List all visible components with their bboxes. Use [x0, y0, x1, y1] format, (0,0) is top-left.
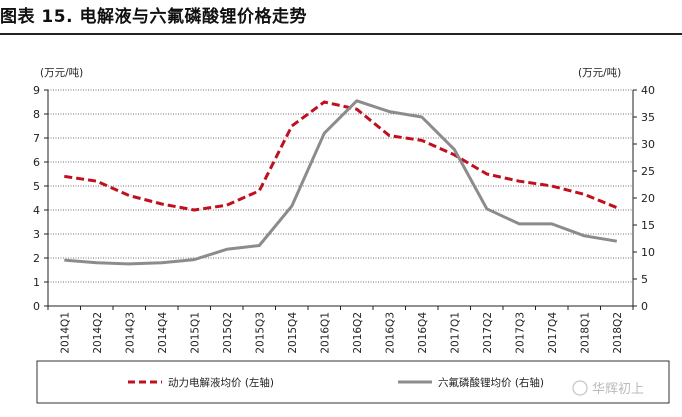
data-point	[63, 259, 65, 261]
data-point	[128, 263, 130, 265]
left-tick-label: 4	[33, 204, 40, 217]
x-tick-label: 2015Q4	[287, 312, 299, 354]
right-tick-label: 35	[641, 111, 655, 124]
left-tick-label: 2	[33, 252, 40, 265]
data-point	[291, 205, 293, 207]
data-point	[518, 223, 520, 225]
series-line-lipf6	[64, 99, 618, 266]
data-point	[258, 244, 260, 246]
data-point	[161, 203, 163, 205]
right-tick-label: 10	[641, 246, 655, 259]
data-point	[616, 206, 618, 208]
data-point	[388, 110, 390, 112]
data-point	[356, 108, 358, 110]
data-point	[551, 223, 553, 225]
x-tick-label: 2014Q4	[157, 312, 169, 354]
right-tick-label: 30	[641, 138, 655, 151]
x-axis-ticks: 2014Q1 2014Q2 2014Q3 2014Q4 2015Q1 2015Q2 2015…	[47, 306, 634, 354]
x-tick-label: 2017Q1	[449, 312, 461, 354]
data-point	[291, 125, 293, 127]
left-tick-label: 0	[33, 300, 40, 313]
data-point	[388, 134, 390, 136]
left-tick-label: 6	[33, 156, 40, 169]
right-tick-label: 20	[641, 192, 655, 205]
left-tick-label: 5	[33, 180, 40, 193]
data-point	[193, 209, 195, 211]
x-tick-label: 2016Q4	[417, 312, 429, 354]
data-point	[323, 101, 325, 103]
data-point	[583, 235, 585, 237]
data-point	[551, 185, 553, 187]
right-tick-label: 25	[641, 165, 655, 178]
data-point	[161, 262, 163, 264]
watermark: 华辉初上	[572, 380, 644, 397]
x-tick-label: 2017Q3	[514, 312, 526, 354]
x-tick-label: 2015Q3	[254, 312, 266, 354]
x-tick-label: 2014Q2	[92, 312, 104, 354]
data-point	[258, 190, 260, 192]
left-tick-label: 8	[33, 108, 40, 121]
x-tick-label: 2014Q3	[124, 312, 136, 354]
x-tick-label: 2014Q1	[59, 312, 71, 354]
x-tick-label: 2018Q1	[579, 312, 591, 354]
left-tick-label: 1	[33, 276, 40, 289]
data-point	[63, 175, 65, 177]
x-tick-label: 2018Q2	[612, 312, 624, 354]
data-point	[583, 193, 585, 195]
chart-title: 图表 15. 电解液与六氟磷酸锂价格走势	[0, 7, 307, 27]
right-tick-label: 40	[641, 84, 655, 97]
right-axis-unit: (万元/吨)	[578, 66, 621, 79]
series-lines	[63, 99, 618, 266]
data-point	[323, 132, 325, 134]
x-tick-label: 2015Q1	[189, 312, 201, 354]
x-tick-label: 2017Q4	[547, 312, 559, 354]
legend-label-lipf6: 六氟磷酸锂均价 (右轴)	[438, 376, 544, 389]
data-point	[518, 180, 520, 182]
left-axis-ticks: 0 1 2 3 4 5 6 7 8 9	[33, 84, 48, 313]
data-point	[128, 194, 130, 196]
data-point	[226, 204, 228, 206]
right-tick-label: 15	[641, 219, 655, 232]
x-tick-label: 2016Q1	[319, 312, 331, 354]
data-point	[453, 148, 455, 150]
title-underline	[0, 33, 682, 35]
wechat-icon	[572, 380, 588, 396]
data-point	[486, 208, 488, 210]
data-point	[356, 100, 358, 102]
watermark-text: 华辉初上	[592, 382, 644, 397]
series-line-electrolyte	[64, 100, 618, 212]
x-tick-label: 2016Q2	[352, 312, 364, 354]
legend-box	[36, 360, 670, 404]
x-tick-label: 2016Q3	[384, 312, 396, 354]
right-axis-ticks: 0 5 10 15 20 25 30 35 40	[633, 84, 655, 313]
left-axis-unit: (万元/吨)	[40, 66, 83, 79]
data-point	[96, 262, 98, 264]
x-tick-label: 2015Q2	[222, 312, 234, 354]
data-point	[616, 240, 618, 242]
left-tick-label: 7	[33, 132, 40, 145]
left-tick-label: 3	[33, 228, 40, 241]
left-tick-label: 9	[33, 84, 40, 97]
data-point	[486, 173, 488, 175]
right-tick-label: 5	[641, 273, 648, 286]
x-tick-label: 2017Q2	[482, 312, 494, 354]
gridlines	[48, 89, 633, 283]
data-point	[421, 116, 423, 118]
legend-label-electrolyte: 动力电解液均价 (左轴)	[168, 376, 274, 389]
data-point	[421, 139, 423, 141]
right-tick-label: 0	[641, 300, 648, 313]
data-point	[226, 248, 228, 250]
data-point	[193, 258, 195, 260]
data-point	[96, 180, 98, 182]
